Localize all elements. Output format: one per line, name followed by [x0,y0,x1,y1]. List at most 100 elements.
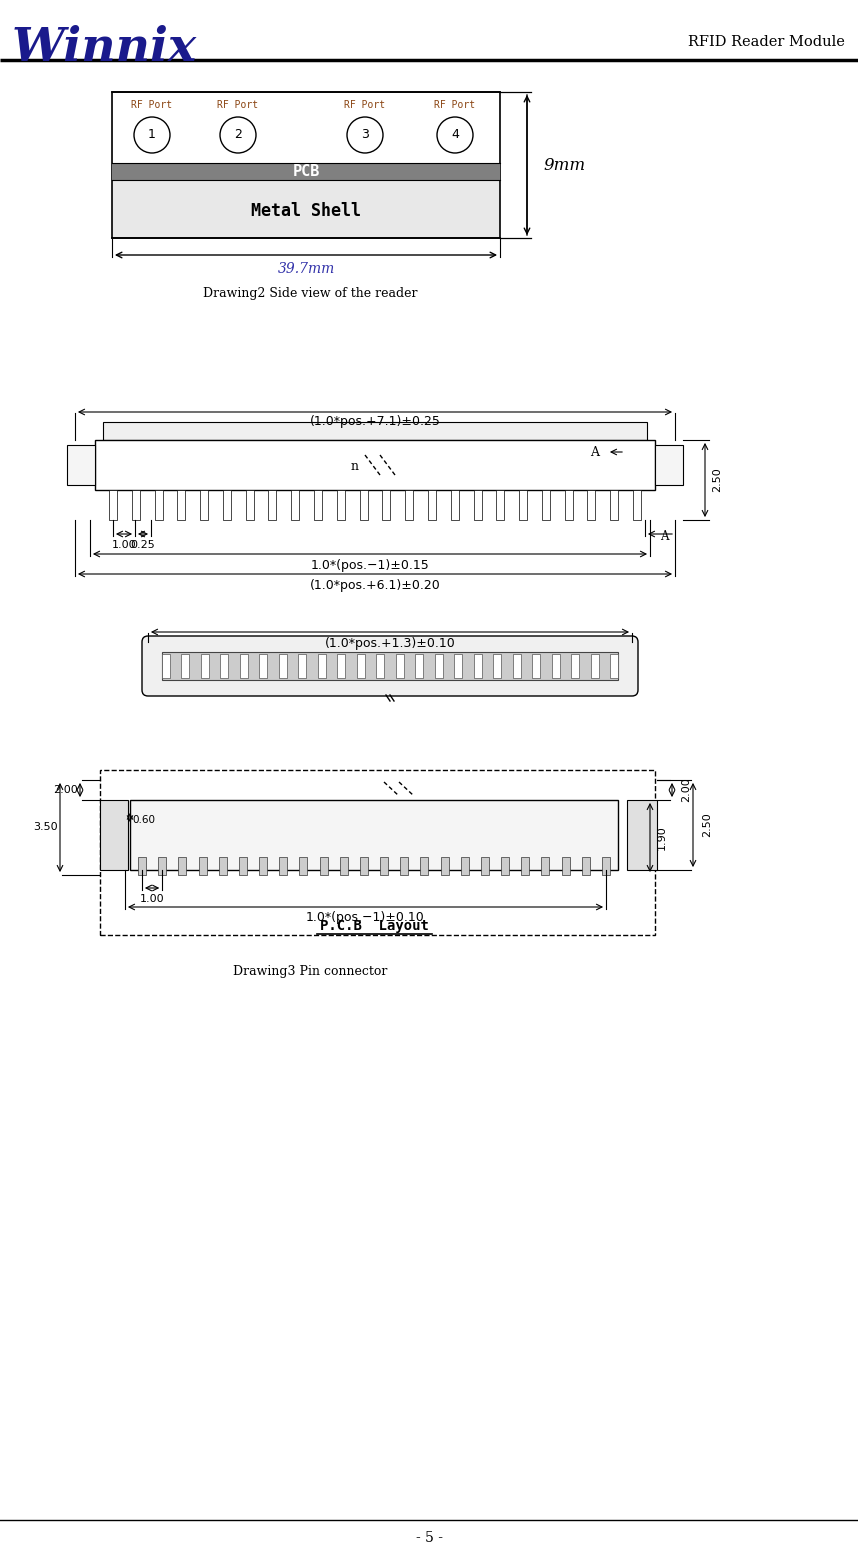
Text: RF Port: RF Port [217,101,258,110]
Bar [610,490,619,520]
Bar [512,654,521,678]
Bar [337,654,345,678]
Bar [314,490,322,520]
Bar [380,857,388,876]
Text: 1.00: 1.00 [140,894,165,903]
Bar [182,654,190,678]
Bar [571,654,579,678]
Bar [493,654,501,678]
Text: 0.25: 0.25 [130,540,155,551]
Bar [154,490,162,520]
Bar [158,857,166,876]
Bar [100,800,128,869]
Bar [610,654,618,678]
Text: A: A [590,446,600,458]
Text: 1.0*(pos.−1)±0.15: 1.0*(pos.−1)±0.15 [311,558,429,571]
Bar [420,857,428,876]
Text: 1.0*(pos.−1)±0.10: 1.0*(pos.−1)±0.10 [306,911,425,925]
Text: RFID Reader Module: RFID Reader Module [688,36,845,50]
Text: (1.0*pos.+1.3)±0.10: (1.0*pos.+1.3)±0.10 [324,636,456,650]
Circle shape [347,118,383,153]
Bar [299,654,306,678]
Bar [259,857,267,876]
Text: 1.90: 1.90 [657,825,667,849]
Bar [340,857,347,876]
Text: 2.00: 2.00 [681,778,691,803]
Text: Drawing2 Side view of the reader: Drawing2 Side view of the reader [202,288,417,300]
Bar [450,490,459,520]
Bar [501,857,509,876]
Bar [279,654,287,678]
Bar [178,490,185,520]
Bar [279,857,287,876]
Bar [100,770,655,934]
Bar [259,654,268,678]
Bar [405,490,414,520]
Bar [415,654,423,678]
Text: A: A [660,529,668,543]
Bar [245,490,254,520]
Text: 0.60: 0.60 [132,815,155,825]
Bar [360,490,367,520]
Bar [162,651,618,681]
Text: 1.00: 1.00 [112,540,136,551]
Bar [112,162,500,179]
Bar [627,800,657,869]
Circle shape [134,118,170,153]
Bar [396,654,404,678]
Bar [130,800,618,869]
Bar [223,490,231,520]
Bar [633,490,641,520]
FancyBboxPatch shape [142,636,638,696]
Text: RF Port: RF Port [344,101,385,110]
Text: 1: 1 [148,128,156,141]
Bar [269,490,276,520]
Text: 4: 4 [451,128,459,141]
Bar [178,857,186,876]
Bar [319,857,328,876]
Bar [240,654,248,678]
Bar [299,857,307,876]
Bar [441,857,449,876]
Bar [519,490,527,520]
Bar [474,490,481,520]
Bar [291,490,299,520]
Text: 2: 2 [234,128,242,141]
Bar [337,490,345,520]
Bar [655,446,683,486]
Text: 3.50: 3.50 [33,823,58,832]
Bar [496,490,505,520]
Bar [162,654,170,678]
Circle shape [220,118,256,153]
Bar [474,654,481,678]
Bar [198,857,207,876]
Text: 2.50: 2.50 [712,467,722,492]
Bar [112,91,500,238]
Bar [532,654,540,678]
Bar [221,654,228,678]
Bar [132,490,140,520]
Text: 3: 3 [361,128,369,141]
Bar [377,654,384,678]
Bar [435,654,443,678]
Bar [602,857,610,876]
Text: Drawing3 Pin connector: Drawing3 Pin connector [233,965,387,979]
Bar [200,490,208,520]
Text: Winnix: Winnix [12,25,197,71]
Bar [219,857,227,876]
Bar [360,857,368,876]
Bar [95,439,655,490]
Bar [565,490,572,520]
Text: (1.0*pos.+7.1)±0.25: (1.0*pos.+7.1)±0.25 [310,416,440,429]
Bar [481,857,489,876]
Text: (1.0*pos.+6.1)±0.20: (1.0*pos.+6.1)±0.20 [310,579,440,591]
Bar [113,93,499,162]
Bar [239,857,247,876]
Text: Metal Shell: Metal Shell [251,203,361,220]
Bar [383,490,390,520]
Text: n: n [351,461,359,473]
Text: RF Port: RF Port [434,101,475,110]
Text: 2.00: 2.00 [53,784,78,795]
Bar [552,654,559,678]
Bar [582,857,589,876]
